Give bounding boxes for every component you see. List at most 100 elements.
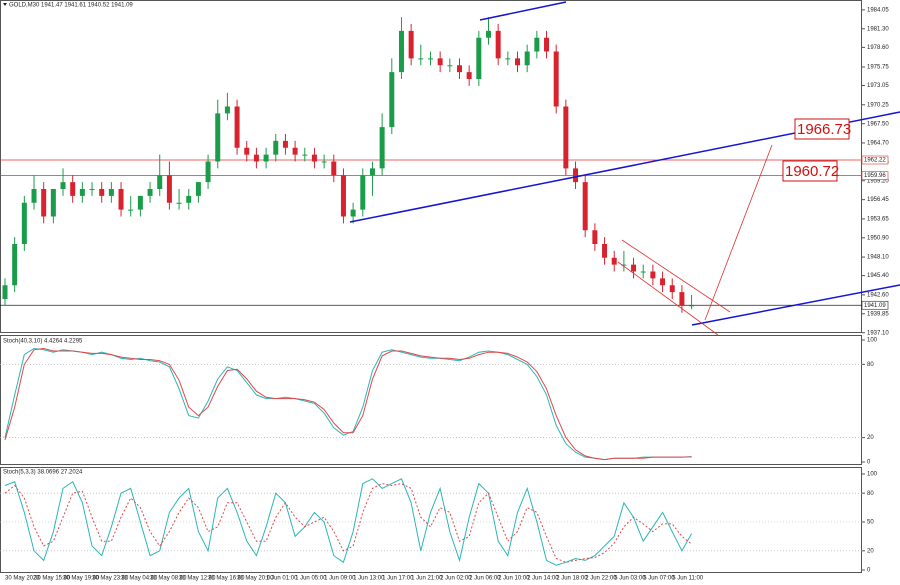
candle-body (389, 72, 395, 128)
candle-body (186, 195, 192, 203)
indicator-line (4, 347, 692, 461)
candle-body (70, 182, 76, 196)
price-tag (861, 171, 889, 180)
y-tick-label: 0 (867, 460, 871, 466)
y-tick-label: 1950.90 (867, 235, 889, 241)
x-tick-label: 31 May 08:00 (150, 576, 187, 582)
candle-body (553, 51, 559, 107)
x-tick-label: 2 Jun 02:00 (440, 576, 472, 582)
indicator-line (4, 483, 692, 563)
candle-body (79, 189, 85, 196)
y-tick-label: 1978.60 (867, 45, 889, 51)
candle-body (360, 175, 366, 210)
x-tick-label: 2 Jun 14:00 (527, 576, 559, 582)
candle-body (50, 189, 56, 217)
candle-body (282, 140, 288, 148)
candle-body (524, 51, 530, 66)
candle-body (137, 195, 143, 210)
candle-body (573, 168, 579, 183)
y-tick-label: 1959.20 (867, 178, 889, 184)
candle-body (128, 209, 134, 211)
y-tick-label: 1956.45 (867, 197, 889, 203)
candle-body (427, 58, 433, 60)
y-tick-label: 20 (867, 435, 874, 441)
y-tick-label: 1937.10 (867, 330, 889, 336)
candle-body (631, 264, 637, 272)
x-tick-label: 1 Jun 17:00 (382, 576, 414, 582)
price-tag-label: 1941.09 (864, 303, 886, 309)
candle-body (157, 175, 163, 189)
candle-body (244, 147, 250, 155)
candle-body (437, 58, 443, 66)
trend-line (479, 1, 567, 21)
x-tick-label: 31 May 12:00 (179, 576, 216, 582)
candle-body (379, 127, 385, 169)
menu-icon (3, 3, 7, 6)
candle-body (302, 154, 308, 156)
y-tick-label: 50 (867, 520, 874, 526)
indicator-title: Stoch(5,3,3) 38.0696 27.2024 (3, 470, 83, 476)
candle-body (41, 189, 47, 217)
candle-body (495, 30, 501, 59)
y-tick-label: 100 (867, 338, 878, 344)
candle-body (563, 106, 569, 169)
x-tick-label: 31 May 04:00 (121, 576, 158, 582)
candle-body (650, 271, 656, 279)
y-tick-label: 1975.75 (867, 65, 889, 71)
channel-line (621, 239, 731, 313)
candle-body (166, 175, 172, 203)
y-tick-label: 1945.40 (867, 273, 889, 279)
candle-body (321, 161, 327, 163)
y-tick-label: 1939.85 (867, 311, 889, 317)
trend-line (691, 284, 900, 326)
x-tick-label: 1 Jun 13:00 (353, 576, 385, 582)
candle-body (176, 202, 182, 204)
candle-body (369, 168, 375, 176)
y-tick-label: 1970.25 (867, 102, 889, 108)
candle-body (418, 58, 424, 60)
y-tick-label: 1964.70 (867, 141, 889, 147)
candle-body (447, 65, 453, 67)
y-tick-label: 100 (867, 472, 878, 478)
projection-line (704, 144, 773, 321)
x-tick-label: 2 Jun 22:00 (585, 576, 617, 582)
annotation-box (794, 118, 850, 140)
candle-body (582, 182, 588, 231)
y-tick-label: 0 (867, 568, 871, 574)
indicator-title: Stoch(40,3,10) 4.4264 4.2295 (3, 339, 83, 345)
candle-body (60, 182, 66, 189)
y-tick-label: 1967.50 (867, 121, 889, 127)
x-tick-label: 31 May 20:00 (237, 576, 274, 582)
candle-body (621, 264, 627, 266)
candle-body (147, 189, 153, 196)
annotation: 1960.72 (785, 163, 839, 180)
x-tick-label: 31 May 16:00 (208, 576, 245, 582)
x-tick-label: 1 Jun 21:00 (411, 576, 443, 582)
candle-body (640, 271, 646, 273)
candle-body (602, 244, 608, 258)
candle-body (398, 30, 404, 73)
y-tick-label: 1981.30 (867, 26, 889, 32)
candle-body (89, 189, 95, 190)
y-tick-label: 1953.65 (867, 216, 889, 222)
x-tick-label: 30 May 19:00 (63, 576, 100, 582)
x-tick-label: 5 Jun 07:00 (643, 576, 675, 582)
candle-body (669, 285, 675, 293)
candle-body (331, 161, 337, 176)
annotation: 1966.73 (797, 121, 851, 138)
y-tick-label: 1973.05 (867, 83, 889, 89)
candle-body (292, 147, 298, 155)
y-tick-label: 80 (867, 362, 874, 368)
candle-body (486, 30, 491, 38)
x-tick-label: 1 Jun 09:00 (324, 576, 356, 582)
channel-line (617, 261, 719, 336)
indicator-line (4, 478, 693, 566)
candle-body (12, 244, 18, 286)
candle-body (311, 154, 317, 162)
candle-body (350, 209, 356, 217)
x-tick-label: 30 May 2023 (5, 576, 40, 582)
candle-body (611, 257, 617, 265)
candle-body (544, 37, 550, 52)
candle-body (534, 37, 540, 52)
